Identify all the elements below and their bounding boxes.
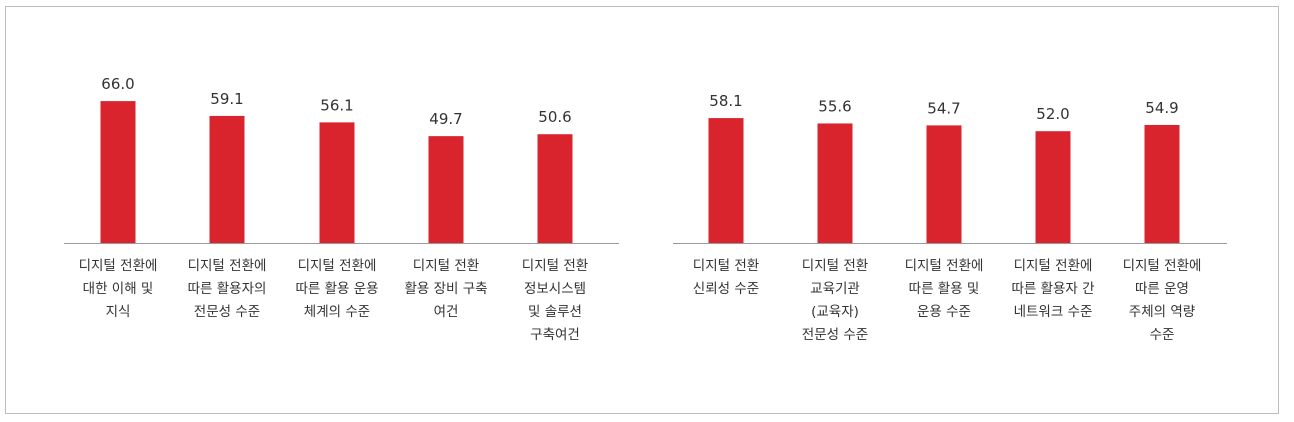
category-label: 주체의 역량 xyxy=(1129,304,1195,320)
category-label: 교육기관 xyxy=(810,281,860,297)
category-label: 디지털 전환 xyxy=(413,258,479,274)
data-label: 55.6 xyxy=(818,97,851,115)
bar-2-2 xyxy=(817,123,853,243)
data-label: 49.7 xyxy=(429,110,462,128)
category-label: 수준 xyxy=(1150,327,1175,343)
category-label: 따른 운영 xyxy=(1135,281,1189,297)
bar-1-4 xyxy=(428,136,464,243)
category-label: 체계의 수준 xyxy=(304,304,370,320)
category-label: 디지털 전환 xyxy=(693,258,759,274)
category-label: 운용 수준 xyxy=(917,304,971,320)
category-label: 디지털 전환에 xyxy=(905,258,984,274)
chart-frame xyxy=(5,6,1279,414)
category-label: 전문성 수준 xyxy=(802,327,868,343)
category-label: 지식 xyxy=(106,304,131,320)
category-label: 및 솔루션 xyxy=(528,304,582,320)
bar-1-1 xyxy=(100,101,136,243)
category-label: 대한 이해 및 xyxy=(83,281,154,297)
data-label: 52.0 xyxy=(1036,105,1069,123)
data-label: 59.1 xyxy=(210,90,243,108)
bar-1-5 xyxy=(537,134,573,243)
category-label: 따른 활용자 간 xyxy=(1011,281,1094,297)
category-label: 디지털 전환에 xyxy=(1014,258,1093,274)
bar-2-3 xyxy=(926,125,962,243)
category-label: 따른 활용 운용 xyxy=(295,281,378,297)
data-label: 54.7 xyxy=(927,99,960,117)
data-label: 56.1 xyxy=(320,96,353,114)
bar-2-4 xyxy=(1035,131,1071,243)
category-label: 전문성 수준 xyxy=(194,304,260,320)
category-label: 정보시스템 xyxy=(524,281,586,297)
data-label: 58.1 xyxy=(709,92,742,110)
category-label: 여건 xyxy=(434,304,459,320)
category-label: (교육자) xyxy=(811,304,859,320)
data-label: 54.9 xyxy=(1145,99,1178,117)
category-label: 따른 활용자의 xyxy=(188,281,267,297)
bar-2-5 xyxy=(1144,124,1180,243)
data-label: 66.0 xyxy=(101,75,134,93)
category-label: 디지털 전환 xyxy=(522,258,588,274)
bar-1-3 xyxy=(319,122,355,243)
category-label: 따른 활용 및 xyxy=(909,281,980,297)
category-label: 디지털 전환에 xyxy=(298,258,377,274)
category-label: 구축여건 xyxy=(530,327,580,343)
data-label: 50.6 xyxy=(538,108,571,126)
category-label: 신뢰성 수준 xyxy=(693,281,759,297)
category-label: 디지털 전환에 xyxy=(79,258,158,274)
bar-1-2 xyxy=(209,115,245,243)
bar-2-1 xyxy=(708,118,744,243)
category-label: 디지털 전환 xyxy=(802,258,868,274)
category-label: 디지털 전환에 xyxy=(1123,258,1202,274)
category-label: 활용 장비 구축 xyxy=(404,281,487,297)
category-label: 네트워크 수준 xyxy=(1014,304,1093,320)
category-label: 디지털 전환에 xyxy=(188,258,267,274)
